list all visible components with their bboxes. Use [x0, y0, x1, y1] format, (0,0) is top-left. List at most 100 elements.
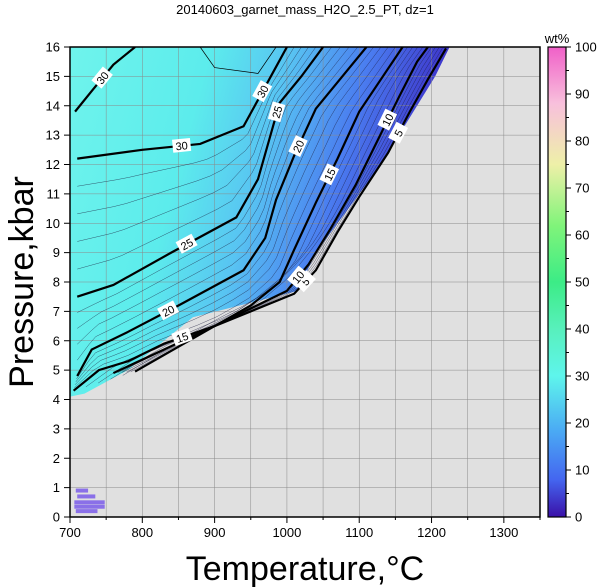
- minor-contour-line: [74, 47, 389, 385]
- y-tick-label: 6: [53, 333, 60, 348]
- contour-label: 20: [157, 300, 180, 321]
- colorbar-tick-label: 20: [575, 416, 589, 431]
- contour-label: 5: [388, 121, 409, 144]
- y-tick-label: 16: [46, 40, 60, 55]
- contour-label-bg: [171, 137, 192, 153]
- colorbar-ticks: 0 10 20 30 40 50 60 70 80 90 100: [566, 40, 597, 525]
- data-patch: [74, 504, 105, 509]
- contour-label-bg: [294, 270, 316, 293]
- contour-line-32: [199, 47, 277, 74]
- contour-label-text: 25: [179, 237, 195, 253]
- contour-line-25: [76, 47, 324, 298]
- contour-label: 15: [171, 327, 193, 346]
- contour-label-bg: [288, 135, 308, 157]
- contour-label: 30: [252, 80, 273, 103]
- colorbar-tick-label: 100: [575, 40, 597, 55]
- colorbar: wt% 0 10 20 30 40 50 60 70 80 90 100: [544, 31, 597, 525]
- contour-line-30: [77, 47, 288, 160]
- contour-label: 25: [175, 233, 198, 254]
- contour-label-bg: [388, 121, 409, 144]
- colorbar-tick-label: 0: [575, 510, 582, 525]
- contour-line-5: [112, 47, 447, 375]
- y-axis-label: Pressure,kbar: [3, 176, 41, 388]
- y-tick-label: 2: [53, 451, 60, 466]
- y-tick-label: 13: [46, 128, 60, 143]
- legend-patches: [74, 488, 105, 514]
- contour-label-bg: [252, 80, 273, 103]
- x-tick-label: 1200: [417, 525, 446, 540]
- y-tick-label: 7: [53, 304, 60, 319]
- minor-contour-line: [75, 47, 382, 383]
- contour-label-text: 15: [175, 331, 191, 346]
- colorbar-tick-label: 60: [575, 228, 589, 243]
- minor-contour-line: [77, 47, 358, 361]
- data-patch: [75, 509, 98, 514]
- contour-label-bg: [287, 265, 309, 288]
- colorbar-tick-label: 30: [575, 369, 589, 384]
- data-patch: [77, 494, 96, 499]
- minor-contour-line: [77, 47, 317, 270]
- y-tick-label: 8: [53, 275, 60, 290]
- minor-contour-line: [77, 47, 341, 329]
- y-tick-label: 1: [53, 480, 60, 495]
- contour-line-15: [72, 47, 404, 392]
- y-tick-label: 11: [47, 186, 61, 201]
- minor-contour-line: [74, 47, 396, 388]
- contour-label: 20: [288, 135, 308, 157]
- x-tick-label: 900: [204, 525, 226, 540]
- x-tick-label: 1100: [345, 525, 373, 540]
- colorbar-tick-label: 70: [575, 181, 589, 196]
- contour-label-bg: [171, 327, 193, 346]
- minor-contour-line: [126, 47, 436, 373]
- y-tick-label: 14: [46, 98, 60, 113]
- minor-contour-line: [77, 47, 350, 345]
- colorbar-tick-label: 50: [575, 275, 589, 290]
- contour-label: 25: [267, 101, 286, 123]
- minor-contour-line: [77, 47, 332, 313]
- contour-label-text: 30: [255, 84, 271, 101]
- data-patch: [75, 488, 89, 493]
- minor-contour-line: [77, 47, 309, 242]
- x-tick-label: 1300: [489, 525, 518, 540]
- y-tick-label: 4: [53, 392, 60, 407]
- contour-label-bg: [319, 163, 340, 186]
- y-tick-label: 10: [46, 216, 60, 231]
- y-tick-label: 5: [53, 363, 60, 378]
- contour-label: 30: [171, 137, 192, 153]
- contour-line-20: [76, 47, 368, 377]
- minor-contour-line: [76, 47, 374, 380]
- x-tick-label: 1000: [272, 525, 301, 540]
- grid: [70, 47, 540, 517]
- contour-label-text: 5: [393, 128, 406, 139]
- contour-label-bg: [377, 108, 398, 131]
- y-tick-label: 12: [46, 157, 60, 172]
- x-tick-label: 800: [131, 525, 153, 540]
- colorbar-tick-label: 80: [575, 134, 589, 149]
- contour-label-text: 20: [291, 139, 307, 155]
- colorbar-tick-label: 10: [575, 463, 589, 478]
- contour-label-bg: [267, 101, 286, 123]
- x-axis-label: Temperature,°C: [186, 550, 424, 587]
- y-tick-label: 0: [53, 510, 60, 525]
- minor-contour-line: [77, 47, 295, 187]
- contour-label-text: 25: [271, 105, 286, 120]
- chart-title: 20140603_garnet_mass_H2O_2.5_PT, dz=1: [176, 2, 434, 17]
- contour-label-bg: [157, 300, 180, 321]
- y-tick-label: 9: [53, 245, 60, 260]
- x-axis-ticks: 700 800 900 1000 1100 1200 1300: [59, 517, 541, 540]
- minor-contour-line: [77, 47, 302, 215]
- colorbar-label: wt%: [544, 31, 570, 46]
- y-tick-label: 3: [53, 421, 60, 436]
- colorbar-tick-label: 40: [575, 322, 589, 337]
- contour-label-bg: [91, 66, 113, 89]
- colorbar-ramp: [547, 46, 567, 518]
- contour-label-text: 15: [323, 167, 339, 183]
- colorbar-tick-label: 90: [575, 87, 589, 102]
- contour-label: 10: [377, 108, 398, 131]
- x-tick-label: 700: [59, 525, 81, 540]
- contour-label-text: 10: [381, 112, 397, 128]
